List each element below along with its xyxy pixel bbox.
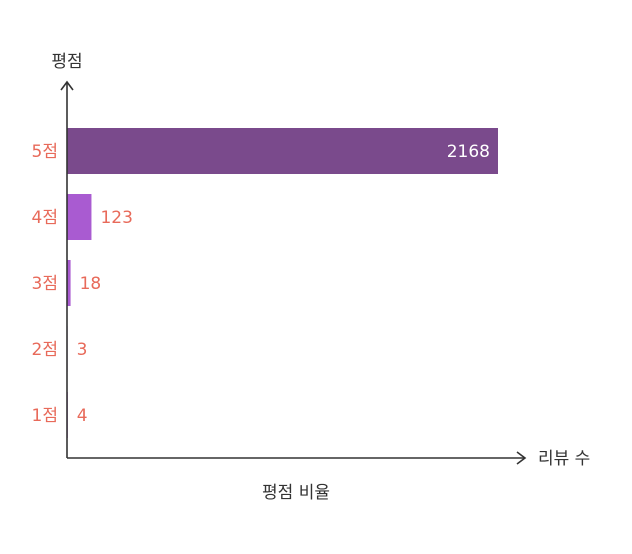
value-label-2: 123 (100, 208, 132, 228)
bars (67, 128, 498, 438)
tick-label-4: 2점 (32, 340, 58, 360)
tick-label-3: 3점 (32, 274, 58, 294)
category-ticks: 5점 4점 3점 2점 1점 (32, 142, 58, 426)
value-label-4: 3 (77, 340, 88, 360)
bar-2 (67, 194, 91, 240)
tick-label-5: 1점 (32, 406, 58, 426)
tick-label-1: 5점 (32, 142, 58, 162)
x-axis-title: 리뷰 수 (538, 449, 590, 469)
bar-1 (67, 128, 498, 174)
value-label-1: 2168 (447, 142, 490, 162)
tick-label-2: 4점 (32, 208, 58, 228)
value-labels: 2168 123 18 3 4 (77, 142, 490, 426)
value-label-5: 4 (77, 406, 88, 426)
value-label-3: 18 (80, 274, 102, 294)
y-axis-title: 평점 (51, 52, 82, 72)
chart-title: 평점 비율 (262, 483, 330, 503)
